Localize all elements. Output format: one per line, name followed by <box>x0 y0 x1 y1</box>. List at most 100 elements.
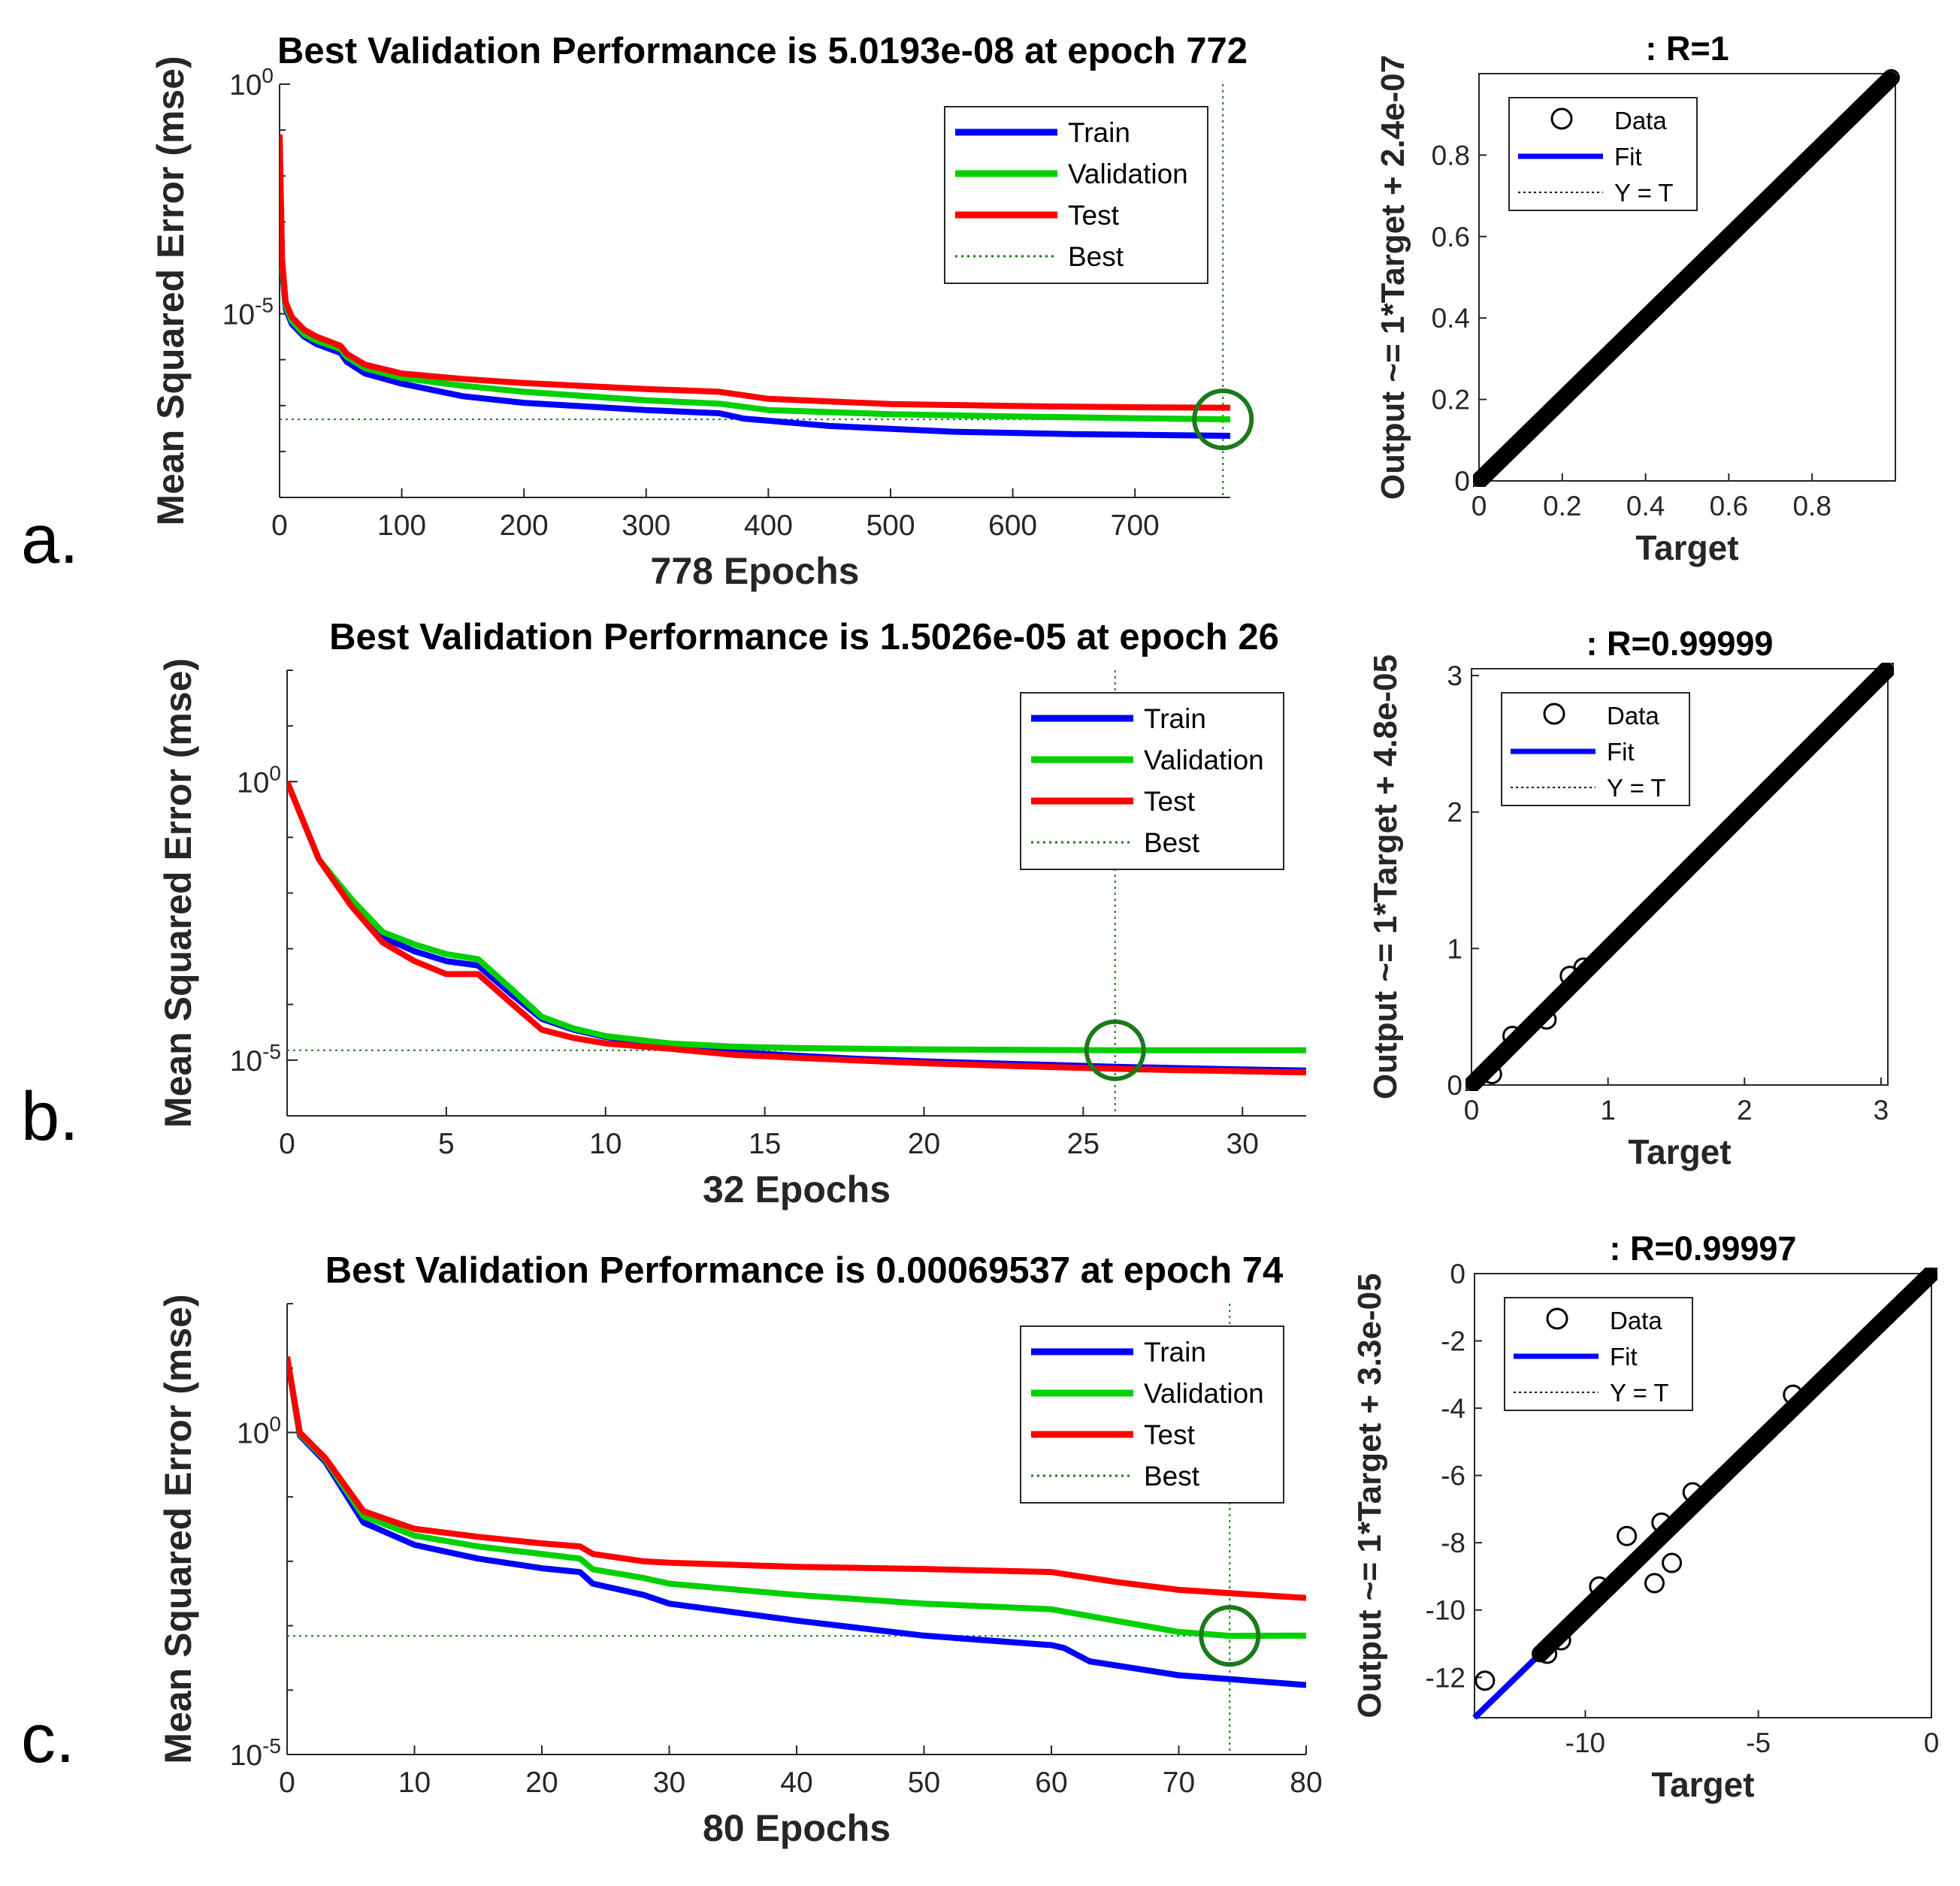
legend-label-best: Best <box>1068 241 1124 272</box>
y-tick-label: 2 <box>1447 797 1462 828</box>
x-tick-label: 20 <box>908 1128 940 1160</box>
regression-plot-1: 0 1 2 3 0 1 2 3: R=0.99999 Target Output ~= 1*Tar… <box>1367 624 1894 1171</box>
data-point <box>1877 663 1894 680</box>
x-tick-label: 30 <box>653 1767 685 1799</box>
legend-box <box>944 106 1208 284</box>
x-tick-label: 15 <box>749 1128 781 1160</box>
x-tick-label: 0.6 <box>1710 491 1748 521</box>
legend-label-best: Best <box>1144 1461 1200 1492</box>
plot-title: : R=0.99997 <box>1610 1229 1797 1268</box>
legend: Train Validation Test Best <box>944 106 1208 284</box>
x-tick-label: 2 <box>1737 1095 1753 1126</box>
y-tick-label: 0.8 <box>1432 140 1470 171</box>
legend-swatch-data <box>1543 703 1565 725</box>
legend: Data Fit Y = T <box>1501 692 1690 806</box>
series-validation <box>287 780 1306 1053</box>
data-point <box>1475 1670 1496 1691</box>
data-point <box>1879 663 1894 678</box>
y-tick-label: 0.4 <box>1432 303 1470 334</box>
legend-label: Fit <box>1607 738 1635 766</box>
y-tick-label: -2 <box>1441 1326 1465 1357</box>
y-tick-label: 100 <box>237 761 281 799</box>
legend-label: Y = T <box>1614 179 1674 207</box>
x-tick-label: 40 <box>780 1767 812 1799</box>
y-tick-label: 10-5 <box>230 1734 281 1772</box>
x-tick-label: 0.4 <box>1626 491 1665 521</box>
x-tick-label: 0 <box>271 509 288 542</box>
series-train <box>287 1356 1306 1688</box>
x-tick-label: 0 <box>1472 491 1487 521</box>
x-tick-label: 50 <box>908 1767 940 1799</box>
legend-label: Fit <box>1610 1343 1638 1371</box>
x-tick-label: 3 <box>1874 1095 1889 1126</box>
data-point <box>1875 663 1893 682</box>
x-tick-label: 300 <box>622 509 670 542</box>
x-tick-label: 5 <box>438 1128 455 1160</box>
legend-label-test: Test <box>1144 1419 1196 1450</box>
y-tick-label: 3 <box>1447 660 1462 691</box>
x-tick-label: 25 <box>1067 1128 1099 1160</box>
data-band <box>1474 72 1897 486</box>
x-tick-label: -10 <box>1565 1727 1605 1758</box>
y-tick-label: 100 <box>229 64 274 101</box>
x-tick-label: 70 <box>1163 1767 1195 1799</box>
x-tick-label: 60 <box>1035 1767 1067 1799</box>
plot-title: Best Validation Performance is 5.0193e-0… <box>277 31 1248 71</box>
x-tick-label: 0 <box>1924 1727 1940 1758</box>
data-group <box>1472 1268 1937 1720</box>
performance-plot-1: 0 5 10 15 20 25 30 100 10-5 Best Validation Perfo… <box>157 617 1306 1210</box>
data-point <box>1481 1063 1502 1084</box>
data-point <box>1573 957 1594 978</box>
y-tick-label: -10 <box>1426 1595 1465 1626</box>
data-point <box>1617 1525 1638 1546</box>
data-point <box>1589 1576 1610 1597</box>
performance-plot-0: 0 100 200 300 400 500 600 700 100 10-5 Best Valida… <box>150 31 1254 592</box>
legend-label-train: Train <box>1144 703 1206 734</box>
x-axis-label: 32 Epochs <box>703 1168 891 1210</box>
y-axis-label: Mean Squared Error (mse) <box>157 1294 199 1764</box>
legend-label-validation: Validation <box>1144 1378 1264 1409</box>
legend-label: Y = T <box>1607 774 1666 802</box>
x-axis-label: Target <box>1651 1765 1754 1804</box>
data-point <box>1662 1552 1683 1573</box>
y-tick-label: 10-5 <box>230 1040 281 1077</box>
y-axis-label: Mean Squared Error (mse) <box>150 56 192 525</box>
x-tick-label: 1 <box>1600 1095 1616 1126</box>
x-tick-label: 10 <box>398 1767 431 1799</box>
legend-label: Data <box>1614 107 1667 134</box>
x-tick-label: -5 <box>1746 1727 1771 1758</box>
data-point <box>1644 1573 1665 1594</box>
performance-plot-2: 0 10 20 30 40 50 60 70 80 100 10-5 Best Validation … <box>157 1250 1323 1849</box>
legend-label-test: Test <box>1144 786 1196 817</box>
x-tick-label: 200 <box>500 509 549 542</box>
x-tick-label: 700 <box>1111 509 1160 542</box>
x-tick-label: 0.8 <box>1792 491 1831 521</box>
panel-label-a: a. <box>21 501 79 578</box>
x-tick-label: 20 <box>525 1767 558 1799</box>
series-group <box>280 134 1230 439</box>
x-axis-label: 80 Epochs <box>703 1807 891 1849</box>
x-tick-label: 0 <box>279 1128 295 1160</box>
panel-label-c: c. <box>21 1700 75 1777</box>
data-point <box>1682 1482 1703 1503</box>
x-axis-label: 778 Epochs <box>651 550 860 592</box>
x-tick-label: 100 <box>377 509 426 542</box>
legend-label: Fit <box>1614 143 1642 171</box>
x-tick-label: 10 <box>589 1128 622 1160</box>
y-tick-label: -12 <box>1426 1662 1465 1693</box>
legend-label-validation: Validation <box>1068 159 1188 189</box>
legend-box <box>1020 692 1284 870</box>
y-tick-label: 1 <box>1447 933 1462 964</box>
legend-label: Data <box>1610 1307 1662 1334</box>
data-group <box>1473 68 1900 487</box>
series-group <box>287 1356 1306 1688</box>
x-tick-label: 400 <box>744 509 793 542</box>
data-point <box>1502 1026 1523 1047</box>
y-tick-label: -4 <box>1441 1393 1465 1424</box>
legend-box <box>1020 1325 1284 1504</box>
legend-label-test: Test <box>1068 200 1120 231</box>
legend-label: Data <box>1607 702 1659 730</box>
data-point <box>1873 666 1891 684</box>
panel-label-b: b. <box>21 1078 79 1155</box>
legend: Train Validation Test Best <box>1020 1325 1284 1504</box>
